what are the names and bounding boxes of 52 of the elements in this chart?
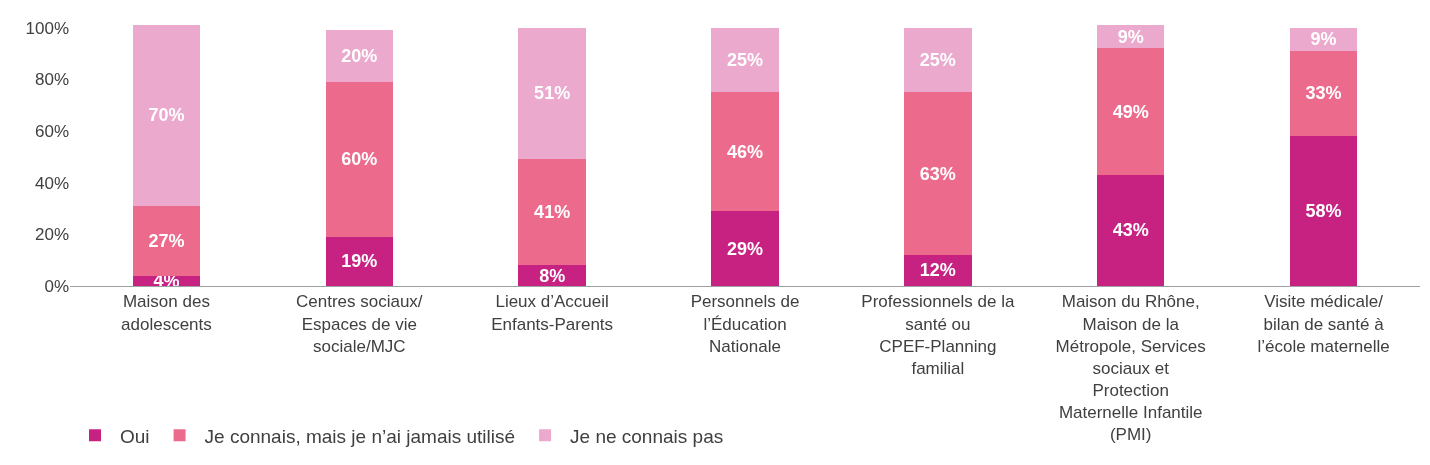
data-label: 8% xyxy=(539,265,566,286)
bar xyxy=(711,211,779,286)
y-tick-label: 20% xyxy=(34,225,69,245)
data-label: 58% xyxy=(1305,201,1342,222)
data-label: 25% xyxy=(919,49,956,70)
bar xyxy=(1289,50,1358,137)
data-label: 9% xyxy=(1117,26,1144,47)
data-label: 49% xyxy=(1112,101,1149,122)
data-label: 70% xyxy=(148,105,185,126)
data-label: 63% xyxy=(919,163,956,184)
bar xyxy=(711,27,779,93)
bar xyxy=(904,92,972,255)
bar xyxy=(904,27,972,93)
data-label: 27% xyxy=(148,230,185,251)
data-label: 25% xyxy=(726,49,764,70)
bar xyxy=(132,205,201,276)
bar xyxy=(1096,48,1165,175)
data-label: 33% xyxy=(1305,83,1342,104)
x-tick-label: Maison des adolescents xyxy=(121,292,212,334)
x-tick-label: Lieux d’Accueil Enfants-Parents xyxy=(491,292,614,334)
bar xyxy=(325,30,394,82)
bar xyxy=(132,25,201,206)
y-tick-label: 0% xyxy=(44,276,69,296)
legend-label: Je connais, mais je n’ai jamais utilisé xyxy=(204,425,516,447)
bar xyxy=(518,159,586,266)
data-label: 41% xyxy=(534,202,571,223)
bar xyxy=(325,236,394,286)
x-tick-label: Maison du Rhône, Maison de la Métropole, Services sociaux et Protection Maternelle Infantile (PMI) xyxy=(1055,292,1206,444)
legend-label: Je ne connais pas xyxy=(570,425,724,447)
y-tick-label: 100% xyxy=(25,18,69,38)
data-label: 20% xyxy=(341,46,378,67)
data-label: 46% xyxy=(726,141,764,162)
y-tick-label: 40% xyxy=(34,173,69,193)
bar xyxy=(711,92,779,212)
data-label: 19% xyxy=(341,251,378,272)
bar xyxy=(518,27,586,160)
data-label: 51% xyxy=(534,83,571,104)
x-tick-label: Centres sociaux/ Espaces de vie sociale/MJC xyxy=(295,292,423,356)
x-tick-label: Personnels de l’Éducation Nationale xyxy=(690,292,800,356)
bar xyxy=(325,81,394,237)
y-tick-label: 80% xyxy=(34,70,69,90)
data-label: 60% xyxy=(341,149,378,170)
x-tick-label: Visite médicale/ bilan de santé à l’école maternelle xyxy=(1257,292,1390,356)
bar xyxy=(1289,136,1358,286)
bar xyxy=(1096,174,1165,286)
data-label: 43% xyxy=(1112,220,1149,241)
legend-label: Oui xyxy=(120,425,150,447)
x-tick-label: Professionnels de la santé ou CPEF-Planning familial xyxy=(861,292,1015,378)
data-label: 9% xyxy=(1310,29,1337,50)
data-label: 12% xyxy=(919,260,956,281)
data-label: 29% xyxy=(726,238,764,259)
y-tick-label: 60% xyxy=(34,121,69,141)
